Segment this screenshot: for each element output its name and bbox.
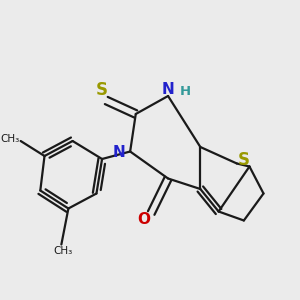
Text: CH₃: CH₃ (53, 246, 72, 256)
Text: S: S (96, 81, 108, 99)
Text: N: N (112, 145, 125, 160)
Text: CH₃: CH₃ (0, 134, 19, 145)
Text: S: S (238, 151, 250, 169)
Text: O: O (138, 212, 151, 227)
Text: N: N (162, 82, 174, 98)
Text: H: H (179, 85, 191, 98)
